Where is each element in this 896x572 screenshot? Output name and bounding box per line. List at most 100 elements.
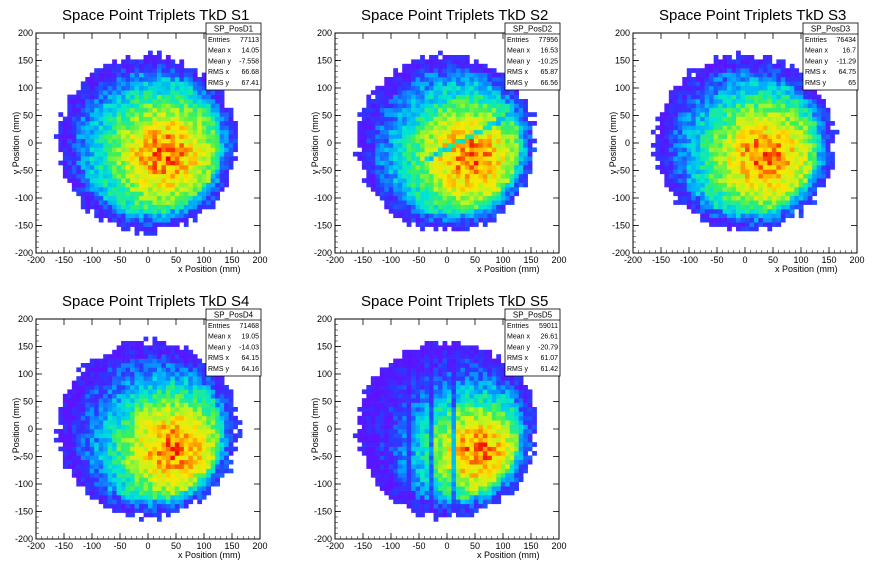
heatmap-bin	[505, 156, 511, 161]
heatmap-bin	[433, 200, 439, 205]
heatmap-bin	[107, 147, 113, 153]
heatmap-bin	[143, 499, 149, 505]
heatmap-bin	[206, 191, 212, 197]
heatmap-bin	[366, 160, 372, 166]
heatmap-bin	[192, 112, 198, 117]
heatmap-bin	[89, 94, 95, 100]
heatmap-bin	[174, 187, 180, 192]
heatmap-bin	[76, 112, 82, 117]
heatmap-bin	[491, 200, 497, 205]
heatmap-bin	[98, 385, 104, 390]
heatmap-bin	[704, 147, 710, 153]
heatmap-bin	[709, 217, 714, 223]
heatmap-bin	[673, 165, 679, 170]
heatmap-bin	[429, 77, 434, 82]
heatmap-bin	[451, 94, 457, 100]
heatmap-bin	[668, 116, 674, 122]
heatmap-bin	[433, 209, 439, 214]
heatmap-bin	[179, 156, 185, 161]
heatmap-bin	[183, 90, 189, 95]
heatmap-bin	[130, 345, 135, 351]
heatmap-bin	[94, 90, 100, 95]
heatmap-bin	[500, 99, 506, 104]
heatmap-bin	[745, 169, 750, 175]
heatmap-bin	[188, 169, 194, 175]
heatmap-bin	[803, 156, 809, 161]
heatmap-bin	[780, 81, 786, 87]
heatmap-bin	[442, 178, 448, 183]
heatmap-bin	[451, 63, 457, 69]
heatmap-bin	[794, 143, 800, 148]
heatmap-bin	[496, 103, 502, 109]
heatmap-bin	[170, 116, 176, 122]
heatmap-bin	[677, 90, 683, 95]
heatmap-bin	[116, 473, 122, 478]
heatmap-bin	[121, 116, 126, 122]
heatmap-bin	[438, 217, 443, 223]
heatmap-bin	[210, 195, 216, 201]
heatmap-bin	[375, 90, 381, 95]
heatmap-bin	[116, 191, 122, 197]
heatmap-bin	[722, 147, 728, 153]
heatmap-bin	[156, 129, 162, 135]
heatmap-bin	[753, 165, 759, 170]
heatmap-bin	[491, 99, 497, 104]
heatmap-bin	[686, 112, 692, 117]
heatmap-bin	[94, 187, 100, 192]
heatmap-bin	[753, 125, 759, 131]
heatmap-bin	[798, 165, 804, 170]
heatmap-bin	[727, 103, 732, 109]
heatmap-bin	[411, 147, 416, 153]
heatmap-bin	[807, 134, 813, 139]
heatmap-bin	[192, 116, 198, 122]
heatmap-bin	[152, 187, 158, 192]
heatmap-bin	[165, 217, 171, 223]
heatmap-bin	[80, 129, 86, 135]
heatmap-bin	[451, 59, 457, 65]
heatmap-bin	[85, 173, 91, 179]
heatmap-bin	[125, 169, 131, 175]
heatmap-bin	[442, 156, 448, 161]
heatmap-bin	[67, 116, 73, 122]
heatmap-bin	[375, 103, 381, 109]
heatmap-bin	[455, 173, 461, 179]
heatmap-bin	[473, 112, 479, 117]
heatmap-bin	[473, 169, 479, 175]
heatmap-bin	[103, 81, 108, 87]
heatmap-bin	[523, 169, 528, 175]
heatmap-bin	[415, 213, 421, 219]
heatmap-bin	[776, 209, 782, 214]
heatmap-bin	[388, 156, 394, 161]
heatmap-bin	[156, 103, 162, 109]
heatmap-bin	[505, 147, 511, 153]
heatmap-bin	[406, 200, 412, 205]
heatmap-bin	[798, 187, 804, 192]
heatmap-bin	[224, 169, 229, 175]
heatmap-bin	[749, 165, 755, 170]
heatmap-bin	[148, 178, 153, 183]
heatmap-bin	[224, 151, 229, 157]
heatmap-bin	[695, 204, 701, 210]
heatmap-bin	[411, 217, 416, 223]
heatmap-bin	[749, 55, 755, 60]
heatmap-bin	[736, 213, 741, 219]
heatmap-bin	[103, 455, 108, 461]
heatmap-bin	[170, 99, 176, 104]
heatmap-bin	[682, 116, 688, 122]
heatmap-bin	[469, 103, 475, 109]
heatmap-bin	[455, 178, 461, 183]
heatmap-bin	[758, 90, 764, 95]
heatmap-bin	[740, 226, 746, 232]
heatmap-bin	[188, 77, 194, 82]
heatmap-bin	[156, 385, 162, 390]
heatmap-bin	[85, 376, 91, 381]
heatmap-bin	[473, 90, 479, 95]
heatmap-bin	[134, 165, 140, 170]
heatmap-bin	[130, 156, 135, 161]
heatmap-bin	[170, 160, 176, 166]
heatmap-bin	[496, 90, 502, 95]
heatmap-bin	[156, 508, 162, 513]
heatmap-bin	[228, 160, 234, 166]
heatmap-bin	[789, 68, 795, 73]
